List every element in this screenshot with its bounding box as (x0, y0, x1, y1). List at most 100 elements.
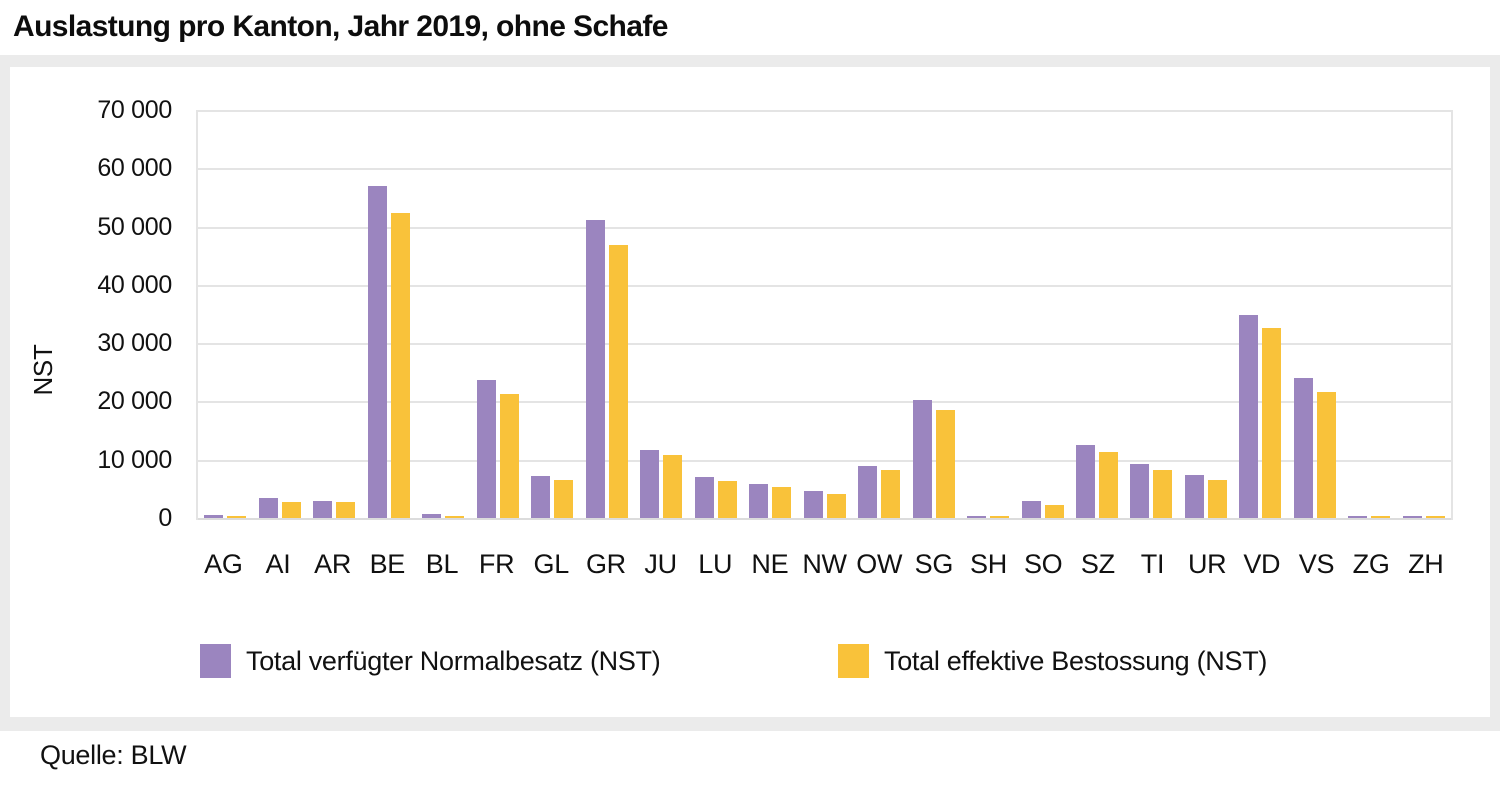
x-tick-label-ur: UR (1187, 549, 1227, 579)
bar-group-vs (1288, 110, 1342, 518)
y-tick-label: 0 (158, 504, 172, 532)
legend-swatch-bestossung (838, 644, 869, 678)
bar-ow-verfuegter-normalbesatz (858, 466, 878, 518)
x-tick-label-be: BE (369, 549, 406, 579)
x-tick-label-ar: AR (314, 549, 352, 579)
bar-group-ur (1179, 110, 1233, 518)
bar-ar-effektive-bestossung (336, 502, 356, 518)
legend-label-normalbesatz: Total verfügter Normalbesatz (NST) (246, 645, 661, 676)
x-tick-label-ag: AG (204, 549, 243, 579)
bar-group-sh (961, 110, 1015, 518)
gridline (198, 284, 1451, 287)
chart-panel-frame: NST 70 000 60 000 50 000 40 000 30 000 20 000… (0, 55, 1500, 731)
bar-group-zg (1342, 110, 1396, 518)
gridline (198, 110, 1451, 112)
bar-ur-verfuegter-normalbesatz (1184, 475, 1204, 518)
bar-group-zh (1397, 110, 1451, 518)
bar-nw-verfuegter-normalbesatz (803, 491, 823, 518)
x-tick-label-ai: AI (265, 549, 291, 579)
x-axis-labels: AG AI AR BE BL FR GL GR JU LU NE NW OW SG SH SO SZ TI UR VD… (196, 549, 1453, 580)
y-tick-label: 50 000 (97, 212, 172, 241)
bar-group-gr (579, 110, 633, 518)
bar-fr-verfuegter-normalbesatz (476, 380, 496, 518)
x-tick-label-so: SO (1023, 549, 1063, 579)
y-tick-label: 30 000 (97, 329, 172, 358)
bar-group-ag (198, 110, 252, 518)
bar-ti-verfuegter-normalbesatz (1130, 464, 1150, 518)
x-tick-label-gr: GR (585, 549, 626, 579)
bar-ai-effektive-bestossung (281, 502, 301, 518)
bar-gr-verfuegter-normalbesatz (585, 220, 605, 518)
x-tick-label-gl: GL (533, 549, 570, 579)
y-tick-label: 10 000 (97, 445, 172, 474)
source-text: Quelle: BLW (40, 740, 187, 770)
y-tick-label: 20 000 (97, 387, 172, 416)
bar-fr-effektive-bestossung (499, 394, 519, 518)
x-tick-label-fr: FR (478, 549, 515, 579)
bar-ow-effektive-bestossung (881, 470, 901, 518)
x-tick-label-zh: ZH (1408, 549, 1444, 579)
x-tick-label-vs: VS (1298, 549, 1335, 579)
bar-lu-verfuegter-normalbesatz (694, 477, 714, 518)
bar-ag-verfuegter-normalbesatz (204, 515, 224, 518)
x-tick-label-ow: OW (856, 549, 903, 579)
x-tick-label-sh: SH (970, 549, 1007, 579)
legend-label-bestossung: Total effektive Bestossung (NST) (884, 645, 1268, 676)
bar-group-lu (688, 110, 742, 518)
bar-sh-effektive-bestossung (990, 516, 1010, 518)
bar-vd-effektive-bestossung (1262, 328, 1282, 518)
bar-group-ar (307, 110, 361, 518)
x-tick-label-ju: JU (644, 549, 677, 579)
bar-zg-effektive-bestossung (1371, 516, 1391, 518)
bar-vs-effektive-bestossung (1316, 392, 1336, 518)
bar-gr-effektive-bestossung (608, 245, 628, 518)
bar-ju-verfuegter-normalbesatz (640, 450, 660, 518)
gridline (198, 343, 1451, 346)
bar-sg-effektive-bestossung (935, 410, 955, 518)
bar-group-be (361, 110, 415, 518)
bar-gl-effektive-bestossung (554, 480, 574, 518)
bar-be-verfuegter-normalbesatz (367, 186, 387, 518)
gridline (198, 226, 1451, 229)
y-tick-label: 70 000 (97, 96, 172, 124)
gridline (198, 168, 1451, 171)
plot-area (196, 110, 1453, 520)
bar-group-ow (852, 110, 906, 518)
x-tick-label-zg: ZG (1352, 549, 1390, 579)
bar-ag-effektive-bestossung (227, 516, 247, 518)
y-tick-label: 60 000 (97, 154, 172, 183)
bar-group-sg (906, 110, 960, 518)
bar-bl-effektive-bestossung (445, 516, 465, 518)
bar-bl-verfuegter-normalbesatz (422, 514, 442, 518)
bar-group-sz (1070, 110, 1124, 518)
bar-sg-verfuegter-normalbesatz (912, 400, 932, 518)
bar-zg-verfuegter-normalbesatz (1348, 516, 1368, 518)
bar-zh-verfuegter-normalbesatz (1402, 516, 1422, 518)
chart-panel: NST 70 000 60 000 50 000 40 000 30 000 20 000… (10, 67, 1490, 717)
bar-group-fr (470, 110, 524, 518)
x-tick-label-bl: BL (425, 549, 459, 579)
bar-zh-effektive-bestossung (1425, 516, 1445, 518)
x-tick-label-ne: NE (751, 549, 789, 579)
bar-ai-verfuegter-normalbesatz (258, 498, 278, 518)
y-axis-ticks: 70 000 60 000 50 000 40 000 30 000 20 000 10 0… (10, 67, 172, 717)
gridline (198, 459, 1451, 462)
bar-group-nw (797, 110, 851, 518)
bar-ju-effektive-bestossung (663, 455, 683, 518)
bar-ne-effektive-bestossung (772, 487, 792, 518)
x-tick-label-lu: LU (698, 549, 733, 579)
bar-group-gl (525, 110, 579, 518)
x-tick-label-vd: VD (1243, 549, 1281, 579)
bar-group-ai (252, 110, 306, 518)
legend-item-bestossung: Total effektive Bestossung (NST) (838, 643, 1267, 679)
bar-ti-effektive-bestossung (1153, 470, 1173, 518)
bar-ur-effektive-bestossung (1207, 480, 1227, 518)
bar-group-so (1015, 110, 1069, 518)
bar-nw-effektive-bestossung (826, 494, 846, 518)
bar-group-bl (416, 110, 470, 518)
bar-ne-verfuegter-normalbesatz (749, 484, 769, 518)
legend-item-normalbesatz: Total verfügter Normalbesatz (NST) (200, 643, 661, 679)
bar-ar-verfuegter-normalbesatz (313, 501, 333, 518)
bar-vd-verfuegter-normalbesatz (1239, 315, 1259, 518)
